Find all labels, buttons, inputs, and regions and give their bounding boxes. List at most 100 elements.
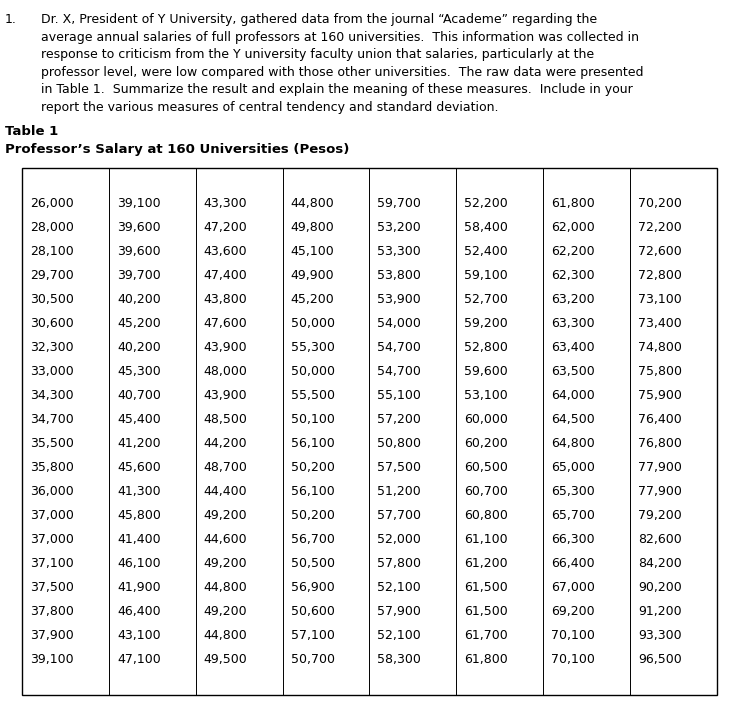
Text: 52,400: 52,400	[464, 245, 508, 258]
Text: 56,100: 56,100	[290, 437, 335, 450]
Text: 63,500: 63,500	[551, 365, 595, 378]
Text: 44,600: 44,600	[204, 533, 248, 546]
Text: 49,200: 49,200	[204, 557, 248, 569]
Text: 50,700: 50,700	[290, 652, 335, 666]
Text: 43,300: 43,300	[204, 198, 248, 210]
Text: 45,400: 45,400	[117, 413, 161, 426]
Text: 39,100: 39,100	[117, 198, 160, 210]
Text: 56,700: 56,700	[290, 533, 335, 546]
Text: 50,600: 50,600	[290, 605, 335, 618]
Text: 64,000: 64,000	[551, 389, 595, 402]
Bar	[22, 168, 717, 695]
Text: 57,700: 57,700	[378, 509, 421, 522]
Text: 53,100: 53,100	[464, 389, 508, 402]
Text: 37,800: 37,800	[30, 605, 74, 618]
Text: 30,500: 30,500	[30, 293, 74, 306]
Text: 49,800: 49,800	[290, 221, 335, 234]
Text: 58,400: 58,400	[464, 221, 508, 234]
Text: 41,200: 41,200	[117, 437, 160, 450]
Text: 62,300: 62,300	[551, 269, 595, 282]
Text: 79,200: 79,200	[638, 509, 682, 522]
Text: 64,500: 64,500	[551, 413, 595, 426]
Text: 48,700: 48,700	[204, 461, 248, 474]
Text: 44,800: 44,800	[204, 581, 248, 593]
Text: 50,500: 50,500	[290, 557, 335, 569]
Text: 50,200: 50,200	[290, 509, 335, 522]
Text: 48,500: 48,500	[204, 413, 248, 426]
Text: 51,200: 51,200	[378, 485, 421, 498]
Text: 69,200: 69,200	[551, 605, 595, 618]
Text: 76,400: 76,400	[638, 413, 682, 426]
Text: 61,500: 61,500	[464, 605, 508, 618]
Text: 41,300: 41,300	[117, 485, 160, 498]
Text: 37,900: 37,900	[30, 628, 74, 642]
Text: 37,500: 37,500	[30, 581, 74, 593]
Text: 39,600: 39,600	[117, 221, 160, 234]
Text: 57,900: 57,900	[378, 605, 421, 618]
Text: 1.: 1.	[5, 13, 17, 26]
Text: 67,000: 67,000	[551, 581, 595, 593]
Text: 65,300: 65,300	[551, 485, 595, 498]
Text: 61,700: 61,700	[464, 628, 508, 642]
Text: 32,300: 32,300	[30, 341, 74, 354]
Text: 76,800: 76,800	[638, 437, 682, 450]
Text: 61,200: 61,200	[464, 557, 508, 569]
Text: 53,900: 53,900	[378, 293, 421, 306]
Text: 57,500: 57,500	[378, 461, 421, 474]
Text: 43,900: 43,900	[204, 389, 248, 402]
Text: 40,200: 40,200	[117, 341, 161, 354]
Text: 66,400: 66,400	[551, 557, 595, 569]
Text: professor level, were low compared with those other universities.  The raw data : professor level, were low compared with …	[41, 65, 644, 79]
Text: 59,200: 59,200	[464, 317, 508, 330]
Text: 37,000: 37,000	[30, 533, 74, 546]
Text: 50,000: 50,000	[290, 365, 335, 378]
Text: 45,200: 45,200	[290, 293, 335, 306]
Text: 48,000: 48,000	[204, 365, 248, 378]
Text: 84,200: 84,200	[638, 557, 682, 569]
Text: report the various measures of central tendency and standard deviation.: report the various measures of central t…	[41, 101, 499, 113]
Text: 55,300: 55,300	[290, 341, 335, 354]
Text: 47,100: 47,100	[117, 652, 161, 666]
Text: 60,200: 60,200	[464, 437, 508, 450]
Text: 29,700: 29,700	[30, 269, 74, 282]
Text: 49,200: 49,200	[204, 605, 248, 618]
Text: 41,900: 41,900	[117, 581, 160, 593]
Text: 60,500: 60,500	[464, 461, 508, 474]
Text: 73,100: 73,100	[638, 293, 682, 306]
Text: 82,600: 82,600	[638, 533, 682, 546]
Text: 70,100: 70,100	[551, 652, 595, 666]
Text: 33,000: 33,000	[30, 365, 74, 378]
Text: 75,900: 75,900	[638, 389, 682, 402]
Text: response to criticism from the Y university faculty union that salaries, particu: response to criticism from the Y univers…	[41, 48, 594, 61]
Text: 50,000: 50,000	[290, 317, 335, 330]
Text: 43,800: 43,800	[204, 293, 248, 306]
Text: 39,100: 39,100	[30, 652, 74, 666]
Text: 52,700: 52,700	[464, 293, 508, 306]
Text: 39,700: 39,700	[117, 269, 161, 282]
Text: 44,400: 44,400	[204, 485, 248, 498]
Text: 28,000: 28,000	[30, 221, 74, 234]
Text: 93,300: 93,300	[638, 628, 681, 642]
Text: 49,500: 49,500	[204, 652, 248, 666]
Text: 54,700: 54,700	[378, 341, 421, 354]
Text: 43,600: 43,600	[204, 245, 248, 258]
Text: 62,200: 62,200	[551, 245, 595, 258]
Text: 47,400: 47,400	[204, 269, 248, 282]
Text: 61,100: 61,100	[464, 533, 508, 546]
Text: 65,000: 65,000	[551, 461, 595, 474]
Text: 43,100: 43,100	[117, 628, 160, 642]
Text: 49,900: 49,900	[290, 269, 334, 282]
Text: 49,200: 49,200	[204, 509, 248, 522]
Text: 72,600: 72,600	[638, 245, 682, 258]
Text: 61,800: 61,800	[464, 652, 508, 666]
Text: 75,800: 75,800	[638, 365, 682, 378]
Text: 73,400: 73,400	[638, 317, 682, 330]
Text: 28,100: 28,100	[30, 245, 74, 258]
Text: 39,600: 39,600	[117, 245, 160, 258]
Text: 44,800: 44,800	[204, 628, 248, 642]
Text: 91,200: 91,200	[638, 605, 681, 618]
Text: 35,500: 35,500	[30, 437, 74, 450]
Text: 63,200: 63,200	[551, 293, 595, 306]
Text: 90,200: 90,200	[638, 581, 682, 593]
Text: 58,300: 58,300	[378, 652, 421, 666]
